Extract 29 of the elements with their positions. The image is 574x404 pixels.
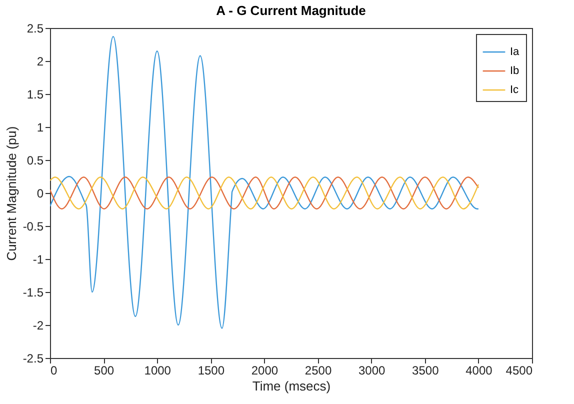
legend-label: Ib (510, 65, 520, 77)
y-tick-label: 0 (36, 186, 44, 200)
x-tick-label: 3500 (412, 364, 440, 378)
x-axis-title: Time (msecs) (252, 378, 331, 394)
y-tick-label: 0.5 (26, 154, 44, 168)
x-tick-label: 4500 (506, 364, 533, 378)
y-axis-title: Current Magnitude (pu) (4, 126, 19, 261)
y-tick-label: 2 (36, 54, 44, 68)
y-tick-label: -1 (32, 252, 44, 266)
y-tick-label: -0.5 (22, 220, 44, 234)
x-tick-label: 3000 (358, 364, 386, 378)
x-tick-label: 2500 (304, 364, 332, 378)
y-tick-label: 2.5 (26, 22, 44, 36)
x-tick-label: 0 (50, 364, 58, 378)
line-series (50, 36, 480, 329)
y-tick-label: 1 (36, 120, 44, 134)
x-tick-label: 1000 (144, 364, 172, 378)
legend-label: Ia (510, 46, 520, 58)
y-tick-label: -2 (32, 318, 44, 332)
chart-title: A - G Current Magnitude (216, 3, 366, 18)
x-tick-label: 2000 (251, 364, 278, 378)
x-tick-label: 4000 (466, 364, 493, 378)
y-tick-label: -1.5 (22, 286, 44, 300)
x-tick-label: 500 (94, 364, 114, 378)
y-tick-label: -2.5 (22, 352, 44, 366)
legend-label: Ic (510, 84, 520, 96)
x-tick-label: 1500 (198, 364, 225, 378)
line-series (50, 176, 480, 210)
y-tick-label: 1.5 (26, 88, 44, 102)
